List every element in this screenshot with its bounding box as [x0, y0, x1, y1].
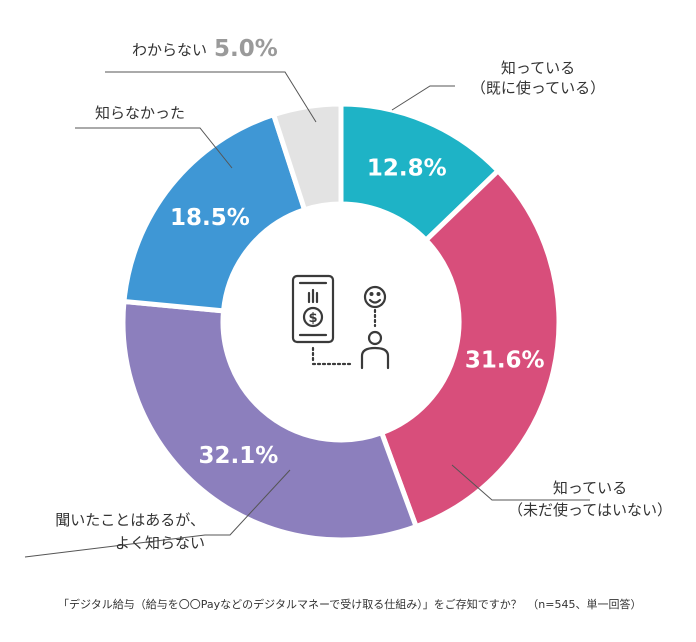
leader-line-4: [105, 71, 317, 123]
slice-category-label-1: （未だ使ってはいない）: [508, 501, 672, 519]
leader-line-2: [24, 469, 291, 558]
coin-icon: [302, 306, 324, 328]
slice-category-label-0: （既に使っている）: [471, 79, 605, 97]
person-body-icon: [360, 346, 390, 370]
smiley-face-icon: [363, 285, 387, 309]
slice-category-label-1: 知っている: [553, 479, 627, 497]
pie-slice-2: [120, 298, 420, 543]
person-head-icon: [367, 330, 383, 346]
slice-category-label-2: よく知らない: [115, 534, 205, 552]
slice-value-label-2: 32.1%: [199, 443, 279, 469]
leader-line-1: [451, 464, 590, 501]
smartphone-outline: [291, 274, 335, 344]
smiley-eye-left: [369, 292, 374, 297]
slice-category-label-4: わからない: [132, 41, 207, 59]
slice-value-label-4: 5.0%: [214, 36, 278, 62]
smiley-mouth: [368, 298, 382, 304]
smiley-eye-right: [376, 292, 381, 297]
smartphone-money-person-icon: $: [291, 274, 390, 370]
dollar-sign-icon: $: [308, 311, 317, 326]
slice-category-label-2: 聞いたことはあるが、: [55, 511, 205, 529]
slice-value-label-3: 18.5%: [170, 205, 250, 231]
slice-category-label-3: 知らなかった: [95, 104, 185, 122]
slice-value-label-0: 12.8%: [367, 155, 447, 181]
pie-slice-1: [378, 167, 562, 530]
pie-slice-4: [270, 101, 344, 213]
chart-caption: 「デジタル給与（給与を〇〇Payなどのデジタルマネーで受け取る仕組み）」をご存知…: [58, 597, 641, 611]
slice-category-label-0: 知っている: [501, 59, 575, 77]
leader-line-3: [75, 127, 233, 169]
slice-value-label-1: 31.6%: [465, 348, 545, 374]
pie-slice-3: [121, 111, 308, 314]
leader-line-0: [391, 85, 455, 111]
